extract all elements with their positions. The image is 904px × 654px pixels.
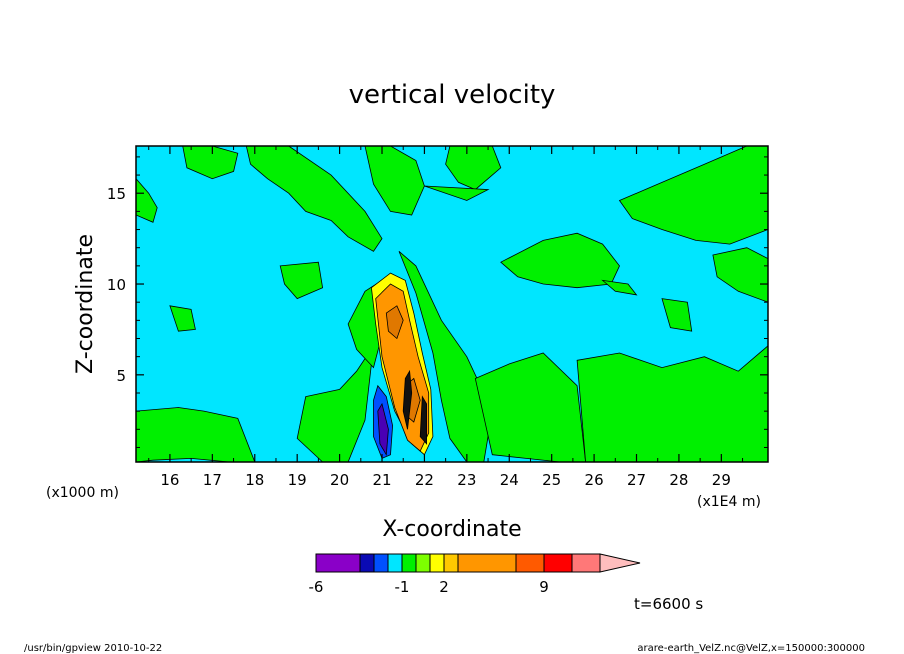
x-tick-label: 22 — [415, 471, 434, 489]
footer-right: arare-earth_VelZ.nc@VelZ,x=150000:300000 — [637, 643, 865, 654]
contour-region-green — [364, 146, 425, 216]
colorbar-label: -1 — [395, 578, 410, 596]
colorbar-swatch — [315, 553, 361, 573]
y-axis-title: Z-coordinate — [73, 234, 98, 374]
contour-region-black — [402, 369, 413, 430]
x-tick-label: 16 — [160, 471, 179, 489]
contour-region-black — [419, 395, 428, 445]
colorbar-label: 9 — [539, 578, 549, 596]
colorbar-swatch — [543, 553, 573, 573]
contour-region-green — [576, 345, 768, 462]
colorbar-swatch — [373, 553, 389, 573]
colorbar-swatch — [387, 553, 403, 573]
contour-region-dark-orange — [385, 305, 404, 340]
contour-region-green — [245, 146, 383, 252]
contour-region-green — [500, 232, 620, 289]
colorbar-swatch — [415, 553, 431, 573]
colorbar-arrow — [599, 553, 641, 573]
x-tick-label: 20 — [330, 471, 349, 489]
y-tick-label: 15 — [107, 185, 126, 203]
x-tick-label: 21 — [372, 471, 391, 489]
x-tick-label: 29 — [712, 471, 731, 489]
colorbar — [315, 553, 641, 573]
x-tick-label: 18 — [245, 471, 264, 489]
colorbar-label: 2 — [439, 578, 449, 596]
colorbar-swatch — [443, 553, 459, 573]
colorbar-swatch — [515, 553, 545, 573]
colorbar-swatch — [429, 553, 445, 573]
x-axis-title: X-coordinate — [382, 517, 521, 542]
y-unit-label: (x1000 m) — [46, 485, 119, 501]
contour-region-green — [424, 185, 490, 201]
x-tick-label: 28 — [669, 471, 688, 489]
x-unit-label: (x1E4 m) — [697, 494, 761, 510]
x-tick-label: 24 — [500, 471, 519, 489]
contour-region-green — [661, 298, 693, 332]
footer-left: /usr/bin/gpview 2010-10-22 — [24, 643, 162, 654]
contour-region-green — [296, 345, 374, 462]
colorbar-swatch — [359, 553, 375, 573]
contour-region-green — [136, 407, 256, 462]
contour-region-negative-purple — [377, 402, 389, 456]
y-tick-label: 5 — [116, 367, 126, 385]
y-axis-ticks: 5 10 15 — [107, 156, 768, 448]
contour-region-green — [136, 178, 158, 223]
colorbar-labels: -6 -1 2 9 — [309, 578, 549, 596]
colorbar-swatch — [571, 553, 601, 573]
colorbar-swatch — [457, 553, 517, 573]
chart-title: vertical velocity — [349, 80, 556, 110]
y-tick-label: 10 — [107, 276, 126, 294]
contour-region-green — [398, 250, 493, 462]
contour-region-green — [279, 261, 324, 300]
x-tick-label: 17 — [203, 471, 222, 489]
x-tick-label: 26 — [585, 471, 604, 489]
x-tick-label: 23 — [457, 471, 476, 489]
contour-region-green — [712, 247, 768, 303]
contour-region-green — [169, 305, 196, 332]
x-tick-label: 27 — [627, 471, 646, 489]
contour-region-green — [474, 352, 587, 462]
contour-regions — [136, 146, 768, 462]
contour-region-green — [618, 146, 768, 245]
colorbar-label: -6 — [309, 578, 324, 596]
colorbar-swatch — [401, 553, 417, 573]
contour-region-green — [182, 146, 239, 180]
x-tick-label: 25 — [542, 471, 561, 489]
x-tick-label: 19 — [288, 471, 307, 489]
time-label: t=6600 s — [634, 595, 703, 613]
contour-region-green — [601, 279, 638, 296]
x-axis-ticks: 16 17 18 19 20 21 22 23 24 25 26 27 28 29 — [148, 146, 744, 489]
plot-frame — [135, 145, 769, 463]
